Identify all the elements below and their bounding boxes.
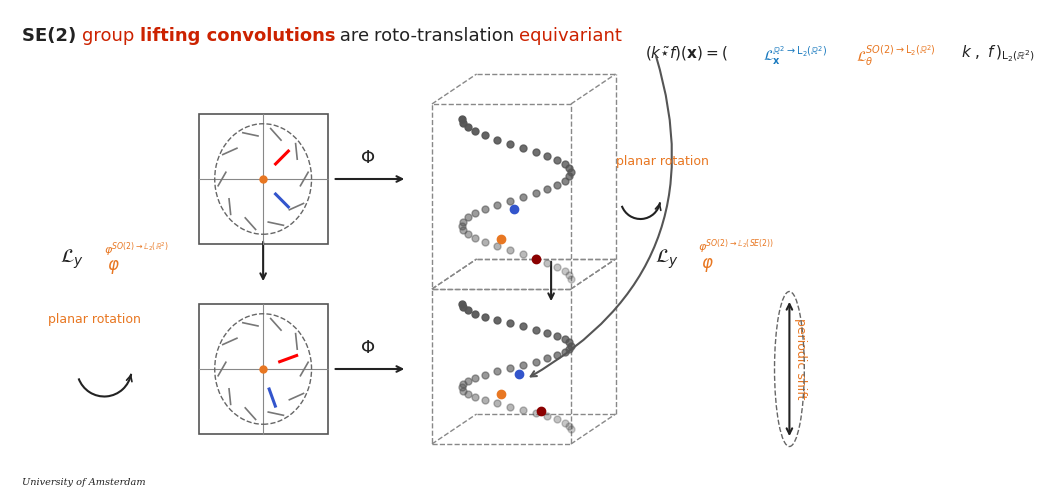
Text: $\mathcal{L}_\theta^{SO(2)\to\mathrm{L}_2(\mathbb{R}^2)}$: $\mathcal{L}_\theta^{SO(2)\to\mathrm{L}_…: [856, 44, 936, 68]
Text: $\varphi$: $\varphi$: [108, 258, 120, 276]
Text: lifting convolutions: lifting convolutions: [139, 27, 335, 45]
Text: $k\ ,\ f\,)_{\mathrm{L}_2(\mathbb{R}^2)}$: $k\ ,\ f\,)_{\mathrm{L}_2(\mathbb{R}^2)}…: [961, 44, 1035, 64]
Text: $\varphi$: $\varphi$: [701, 256, 714, 274]
Text: $\mathcal{L}_y$: $\mathcal{L}_y$: [656, 247, 679, 271]
Text: roto-translation: roto-translation: [374, 27, 521, 45]
Text: $\mathcal{L}_\mathbf{x}^{\mathbb{R}^2\to\mathrm{L}_2(\mathbb{R}^2)}$: $\mathcal{L}_\mathbf{x}^{\mathbb{R}^2\to…: [763, 44, 826, 67]
Text: are: are: [334, 27, 374, 45]
Text: $(k \tilde{\star} f)(\mathbf{x}) = ($: $(k \tilde{\star} f)(\mathbf{x}) = ($: [645, 44, 728, 62]
Bar: [198, 114, 328, 244]
Text: planar rotation: planar rotation: [616, 155, 708, 168]
Text: planar rotation: planar rotation: [47, 312, 140, 325]
Text: $\varphi^{SO(2)\to\mathbb{L}_2(SE(2))}$: $\varphi^{SO(2)\to\mathbb{L}_2(SE(2))}$: [698, 238, 775, 256]
Text: group: group: [82, 27, 140, 45]
Text: periodic shift: periodic shift: [795, 318, 807, 400]
Text: $\mathcal{L}_y$: $\mathcal{L}_y$: [60, 247, 83, 271]
Text: equivariant: equivariant: [520, 27, 622, 45]
Text: SE(2): SE(2): [22, 27, 82, 45]
Text: $\Phi$: $\Phi$: [359, 149, 375, 167]
Text: $\Phi$: $\Phi$: [359, 339, 375, 357]
Text: University of Amsterdam: University of Amsterdam: [22, 478, 145, 487]
Bar: [198, 304, 328, 434]
Text: $\varphi^{SO(2)\to\mathbb{L}_2(\mathbb{R}^2)}$: $\varphi^{SO(2)\to\mathbb{L}_2(\mathbb{R…: [104, 241, 169, 257]
